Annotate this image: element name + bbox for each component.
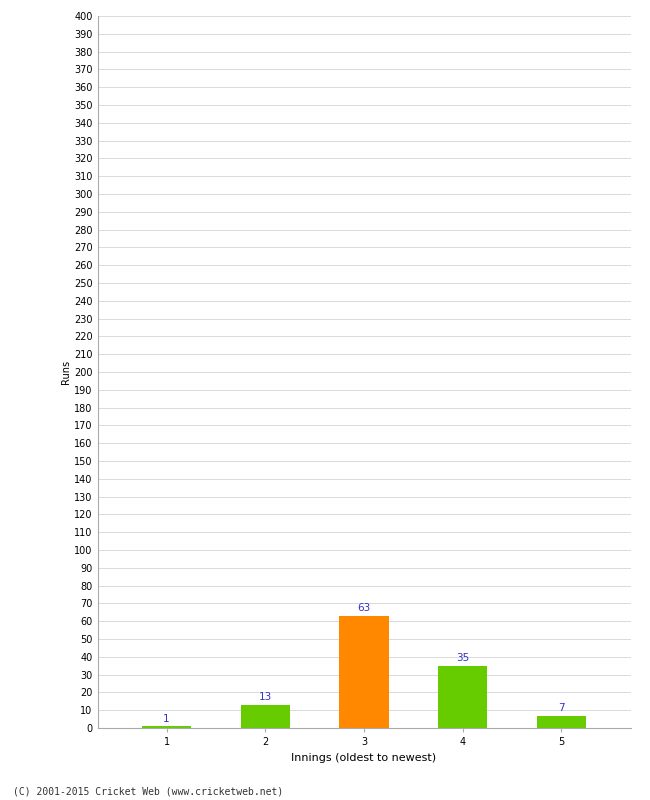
Bar [240,705,290,728]
X-axis label: Innings (oldest to newest): Innings (oldest to newest) [291,753,437,762]
Text: 63: 63 [358,603,370,613]
Text: (C) 2001-2015 Cricket Web (www.cricketweb.net): (C) 2001-2015 Cricket Web (www.cricketwe… [13,786,283,796]
Bar [339,616,389,728]
Text: 35: 35 [456,653,469,663]
Bar [537,715,586,728]
Text: 1: 1 [163,714,170,723]
Text: 13: 13 [259,692,272,702]
Bar [142,726,191,728]
Text: 7: 7 [558,703,565,713]
Y-axis label: Runs: Runs [61,360,72,384]
Bar [438,666,488,728]
